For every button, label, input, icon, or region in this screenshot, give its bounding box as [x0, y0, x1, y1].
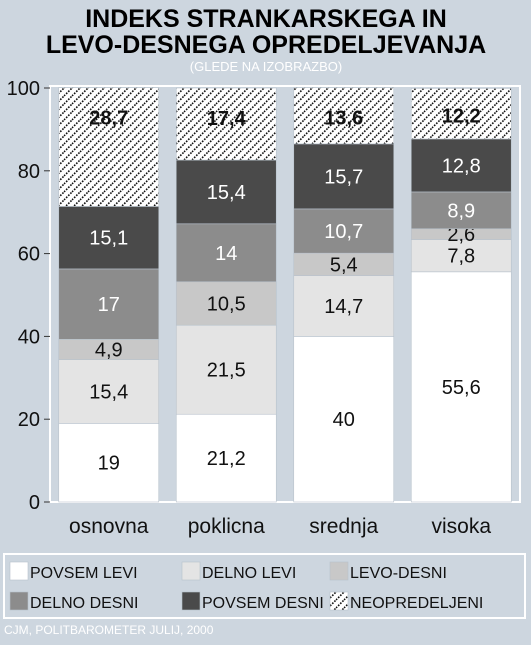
- x-category-label: poklicna: [188, 515, 265, 538]
- bar-value-label: 15,1: [89, 228, 128, 250]
- bar-value-label: 10,7: [324, 221, 363, 243]
- bar-value-label: 17: [98, 294, 120, 316]
- bar-segment: [58, 268, 160, 340]
- bar-segment: [293, 87, 395, 145]
- legend-label: POVSEM DESNI: [202, 595, 324, 612]
- legend-swatch: [181, 591, 201, 611]
- bar-segment: [293, 275, 395, 337]
- bar-segment: [293, 208, 395, 254]
- bar-segment: [175, 281, 277, 326]
- bar-segment: [410, 271, 512, 503]
- chart-title: INDEKS STRANKARSKEGA IN: [85, 5, 447, 33]
- bar-value-label: 15,4: [89, 381, 128, 403]
- bar-value-label: 10,5: [207, 293, 246, 315]
- bar-segment: [410, 239, 512, 273]
- bar-segment: [410, 88, 512, 140]
- bar-value-label: 14: [215, 243, 237, 265]
- bar-value-label: 21,2: [207, 448, 246, 470]
- bar-segment: [175, 87, 277, 161]
- y-tick-label: 20: [18, 409, 40, 431]
- bar-value-label: 17,4: [207, 108, 247, 130]
- bar-segment: [410, 191, 512, 230]
- bar-value-label: 8,9: [447, 200, 475, 222]
- legend-swatch: [329, 591, 349, 611]
- legend-swatch: [329, 561, 349, 581]
- source-note: CJM, POLITBAROMETER JULIJ, 2000: [4, 623, 214, 637]
- bar-value-label: 12,2: [442, 106, 481, 128]
- bar-value-label: 19: [98, 453, 120, 475]
- x-category-label: osnovna: [69, 515, 149, 538]
- y-tick-label: 40: [18, 326, 40, 348]
- legend-label: DELNO LEVI: [202, 565, 296, 582]
- legend-label: POVSEM LEVI: [30, 565, 138, 582]
- legend-swatch: [181, 561, 201, 581]
- legend-label: NEOPREDELJENI: [350, 595, 483, 612]
- bar-value-label: 5,4: [330, 254, 358, 276]
- legend-swatch: [9, 591, 29, 611]
- x-category-label: visoka: [431, 515, 491, 538]
- bar-value-label: 4,9: [95, 339, 123, 361]
- bar-segment: [58, 87, 160, 207]
- legend-label: LEVO-DESNI: [350, 565, 447, 582]
- y-tick-label: 100: [7, 78, 40, 100]
- bar-value-label: 40: [333, 409, 355, 431]
- chart-title-line2: LEVO-DESNEGA OPREDELJEVANJA: [46, 31, 486, 59]
- bar-value-label: 21,5: [207, 360, 246, 382]
- bar-value-label: 2,6: [447, 224, 475, 246]
- bar-segment: [410, 138, 512, 193]
- bar-value-label: 55,6: [442, 377, 481, 399]
- legend-swatch: [9, 561, 29, 581]
- bar-value-label: 15,4: [207, 182, 246, 204]
- x-category-label: srednja: [309, 515, 378, 538]
- bar-segment: [293, 336, 395, 503]
- bar-value-label: 12,8: [442, 155, 481, 177]
- y-tick-label: 0: [29, 492, 40, 514]
- bar-segment: [58, 206, 160, 270]
- bar-segment: [293, 143, 395, 210]
- legend-label: DELNO DESNI: [30, 595, 138, 612]
- bar-segment: [58, 359, 160, 424]
- bar-value-label: 15,7: [324, 166, 363, 188]
- bar-value-label: 13,6: [324, 108, 363, 130]
- bar-segment: [58, 423, 160, 503]
- bar-segment: [175, 159, 277, 225]
- y-tick-label: 60: [18, 244, 40, 266]
- chart-subtitle: (GLEDE NA IZOBRAZBO): [190, 59, 342, 74]
- y-tick-label: 80: [18, 161, 40, 183]
- bar-segment: [175, 223, 277, 283]
- legend-box: [3, 553, 526, 619]
- bar-segment: [175, 413, 277, 503]
- bar-value-label: 14,7: [324, 296, 363, 318]
- bar-value-label: 28,7: [89, 108, 128, 130]
- bar-value-label: 7,8: [447, 246, 475, 268]
